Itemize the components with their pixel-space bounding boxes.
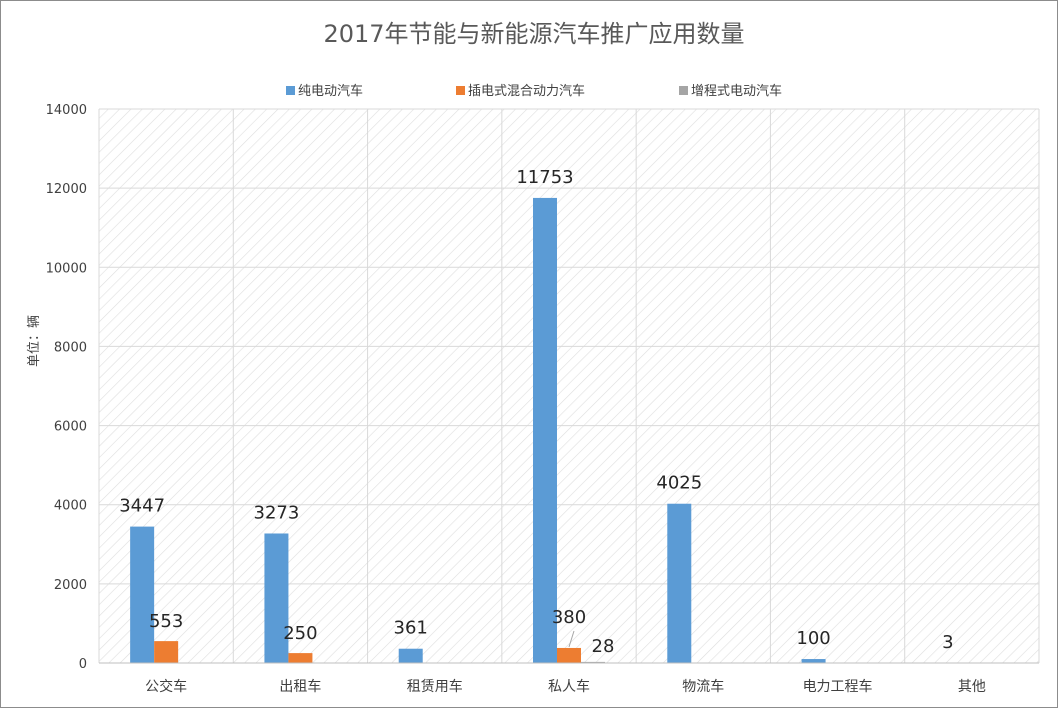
data-label: 100 xyxy=(796,628,830,649)
y-tick-label: 8000 xyxy=(54,340,87,355)
y-tick-label: 4000 xyxy=(54,499,87,514)
data-label: 28 xyxy=(592,636,615,657)
x-tick-label: 公交车 xyxy=(145,678,187,695)
data-label: 3 xyxy=(942,632,953,653)
leader-line xyxy=(568,630,575,648)
gridlines xyxy=(98,108,1040,664)
x-tick-label: 私人车 xyxy=(548,678,590,695)
data-label: 3447 xyxy=(119,496,165,517)
data-label: 380 xyxy=(552,607,586,628)
data-label: 11753 xyxy=(516,167,573,188)
y-axis: 0 2000 4000 6000 8000 10000 12000 14000 xyxy=(46,103,87,672)
bar xyxy=(557,647,581,663)
plot-area-background xyxy=(99,109,1039,663)
y-tick-label: 14000 xyxy=(46,103,87,118)
data-label: 361 xyxy=(394,618,428,639)
y-tick-label: 10000 xyxy=(46,261,87,276)
data-label: 553 xyxy=(149,611,183,632)
legend-label: 插电式混合动力汽车 xyxy=(468,83,585,99)
x-tick-label: 电力工程车 xyxy=(803,678,873,695)
x-tick-label: 物流车 xyxy=(682,678,724,695)
bar xyxy=(581,661,605,663)
bar xyxy=(667,503,692,663)
y-tick-label: 2000 xyxy=(54,578,87,593)
legend-label: 增程式电动汽车 xyxy=(691,83,782,99)
x-tick-label: 租赁用车 xyxy=(407,678,463,695)
legend-swatch xyxy=(679,86,688,95)
legend: 纯电动汽车 插电式混合动力汽车 增程式电动汽车 xyxy=(286,83,782,99)
bar xyxy=(533,197,557,664)
bar xyxy=(398,648,423,663)
bar xyxy=(130,526,155,663)
data-labels: 3447 3273 361 11753 4025 100 3 553 250 380 28 xyxy=(119,167,953,657)
y-tick-label: 6000 xyxy=(54,420,87,435)
bar xyxy=(154,641,179,663)
chart-title: 2017年节能与新能源汽车推广应用数量 xyxy=(323,20,744,48)
y-axis-title: 单位：辆 xyxy=(27,315,42,367)
x-tick-label: 出租车 xyxy=(279,678,321,695)
bar xyxy=(801,659,826,663)
data-label: 250 xyxy=(283,623,317,644)
legend-swatch xyxy=(456,86,465,95)
y-tick-label: 12000 xyxy=(46,182,87,197)
bar xyxy=(264,533,289,663)
legend-label: 纯电动汽车 xyxy=(298,83,363,99)
y-tick-label: 0 xyxy=(79,657,87,672)
legend-swatch xyxy=(286,86,295,95)
x-tick-label: 其他 xyxy=(958,679,986,695)
data-label: 4025 xyxy=(656,473,702,494)
data-label: 3273 xyxy=(254,502,300,523)
bars xyxy=(130,197,960,664)
x-axis: 公交车 出租车 租赁用车 私人车 物流车 电力工程车 其他 xyxy=(99,662,1039,695)
bar xyxy=(288,653,313,663)
